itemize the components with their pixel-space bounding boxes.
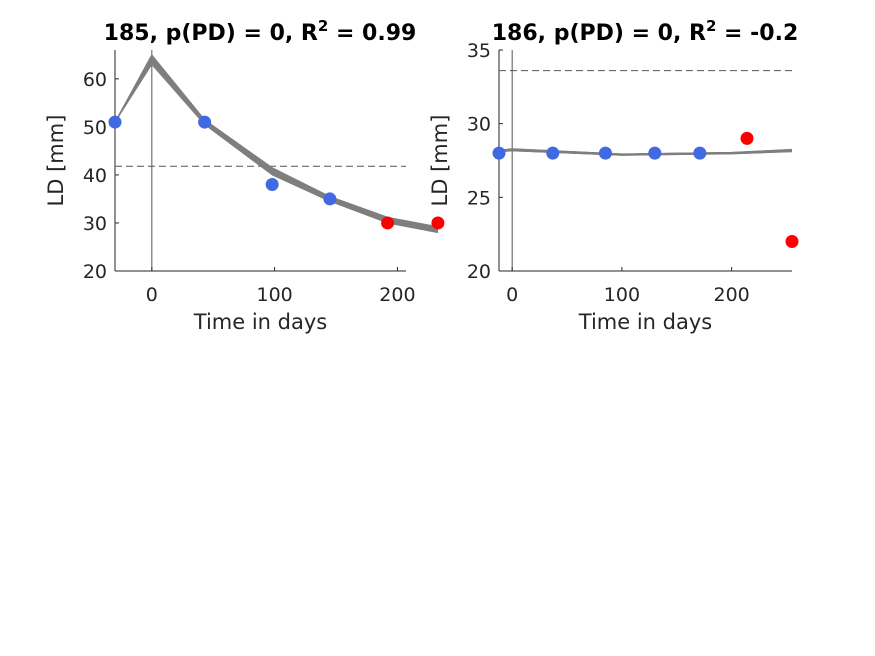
- y-tick-label: 20: [83, 261, 107, 283]
- y-tick-label: 40: [83, 165, 107, 187]
- chart-panel-1: 20 30 40 50 60 0 100 200 Time in days LD [mm] 185,…: [44, 17, 445, 334]
- fit-curve: [114, 62, 438, 233]
- fit-curve: [114, 61, 438, 232]
- y-axis-label: LD [mm]: [428, 115, 452, 207]
- fit-curve: [114, 55, 438, 228]
- data-point-fitted: [492, 146, 506, 160]
- data-point-fitted: [648, 146, 662, 160]
- x-axis-label: Time in days: [193, 310, 327, 334]
- x-tick-label: 200: [714, 284, 750, 306]
- y-tick-label: 60: [83, 69, 107, 91]
- fit-curve: [114, 55, 438, 229]
- data-point-excluded: [740, 131, 754, 145]
- data-point-excluded: [381, 216, 395, 230]
- fit-curve: [114, 61, 438, 232]
- data-point-excluded: [431, 216, 445, 230]
- x-axis-label: Time in days: [578, 310, 712, 334]
- fit-curve: [114, 63, 438, 233]
- data-point-fitted: [598, 146, 612, 160]
- x-tick-label: 100: [256, 284, 292, 306]
- fit-curve: [114, 54, 438, 228]
- x-tick-label: 100: [604, 284, 640, 306]
- data-point-excluded: [785, 235, 799, 249]
- y-tick-label: 30: [83, 213, 107, 235]
- data-point-fitted: [198, 115, 212, 129]
- y-tick-label: 30: [467, 114, 491, 136]
- x-tick-label: 0: [506, 284, 518, 306]
- y-tick-label: 35: [467, 40, 491, 62]
- fit-curve: [498, 150, 793, 156]
- fit-curve: [114, 59, 438, 231]
- data-point-fitted: [546, 146, 560, 160]
- data-point-fitted: [265, 178, 279, 192]
- x-tick-label: 0: [146, 284, 158, 306]
- y-tick-label: 25: [467, 187, 491, 209]
- data-point-fitted: [108, 115, 122, 129]
- data-point-fitted: [693, 146, 707, 160]
- fit-curve: [114, 58, 438, 230]
- x-tick-label: 200: [379, 284, 415, 306]
- y-tick-label: 20: [467, 261, 491, 283]
- fit-curve: [114, 63, 438, 234]
- fit-curve: [114, 57, 438, 230]
- y-axis-label: LD [mm]: [44, 115, 68, 207]
- data-point-fitted: [323, 192, 337, 206]
- y-tick-label: 50: [83, 117, 107, 139]
- fit-curve: [114, 60, 438, 231]
- fit-curve: [114, 58, 438, 230]
- chart-title: 185, p(PD) = 0, R2 = 0.99: [104, 17, 417, 46]
- chart-title: 186, p(PD) = 0, R2 = -0.2: [492, 17, 799, 46]
- fit-curve: [114, 56, 438, 229]
